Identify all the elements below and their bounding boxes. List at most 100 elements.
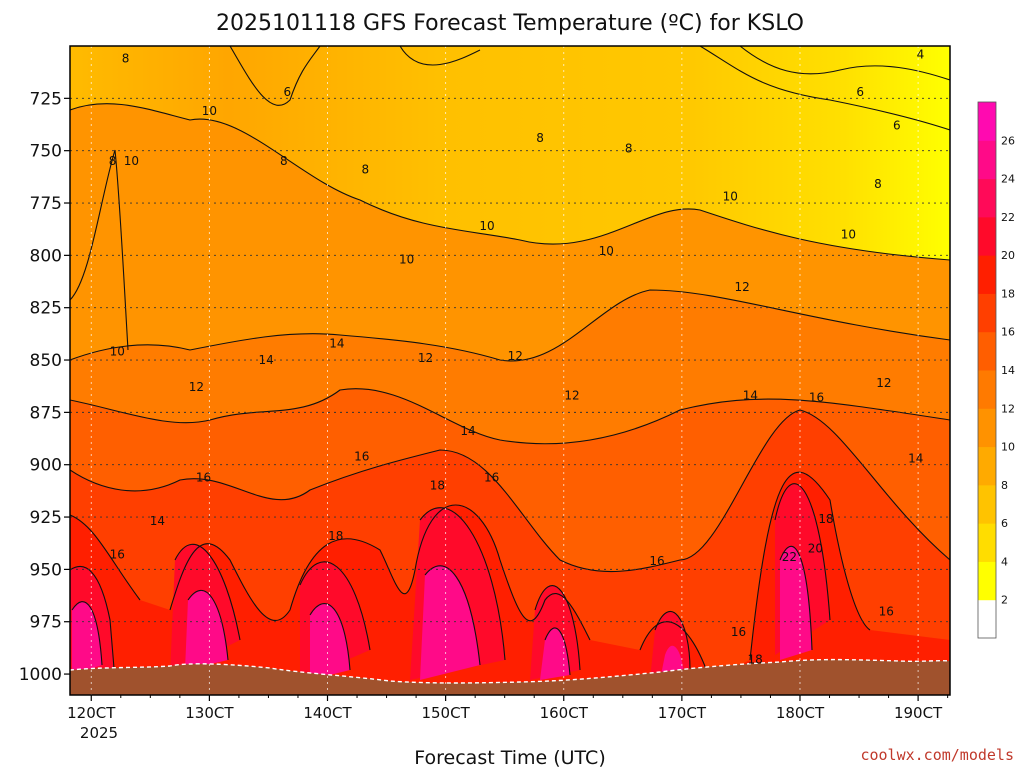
colorbar-swatch	[978, 216, 996, 256]
contour-line	[70, 103, 950, 261]
contour-line	[229, 46, 950, 131]
contour-labels: 8 6 4 6 6 8 8 8 8 8 8 10 10 10 10 10 10 10 12 10 12 14 14 12 12 1…	[109, 47, 925, 666]
y-tick-label: 975	[30, 613, 62, 633]
y-tick-label: 825	[30, 299, 62, 319]
x-axis-label: Forecast Time (UTC)	[414, 747, 605, 768]
x-tick-label: 170CT	[658, 704, 707, 722]
contour-label: 16	[649, 554, 664, 568]
x-axis: 120CT 130CT 140CT 150CT 160CT 170CT 180CT 190CT	[67, 695, 949, 722]
contour-label: 10	[599, 244, 614, 258]
colorbar-tick-label: 8	[1001, 479, 1008, 492]
contour-label: 16	[879, 604, 894, 618]
colorbar-swatch	[978, 561, 996, 601]
contour-label: 12	[734, 280, 749, 294]
contour-label: 8	[122, 52, 130, 66]
contour-label: 8	[361, 163, 369, 177]
contour-label: 6	[284, 85, 292, 99]
y-tick-label: 850	[30, 351, 62, 371]
colorbar-swatch	[978, 293, 996, 333]
colorbar-swatch	[978, 140, 996, 180]
colorbar-swatch	[978, 523, 996, 562]
colorbar-tick-label: 6	[1001, 517, 1008, 530]
contour-line	[70, 409, 950, 573]
colorbar-tick-label: 16	[1001, 326, 1015, 339]
colorbar-tick-label: 4	[1001, 555, 1008, 568]
contour-lines	[70, 46, 950, 681]
plot-area: 8 6 4 6 6 8 8 8 8 8 8 10 10 10 10 10 10 10 12 10 12 14 14 12 12 1…	[70, 46, 950, 695]
contour-label: 12	[189, 380, 204, 394]
chart-title: 2025101118 GFS Forecast Temperature (ºC)…	[216, 11, 804, 36]
contour-label: 6	[893, 119, 901, 133]
contour-label: 16	[731, 625, 746, 639]
contour-label: 16	[110, 548, 125, 562]
contour-label: 18	[328, 529, 343, 543]
colorbar-swatch	[978, 446, 996, 486]
y-tick-label: 875	[30, 403, 62, 423]
terrain-edge	[70, 658, 950, 684]
colorbar-swatch	[978, 370, 996, 409]
colorbar-swatch	[978, 331, 996, 371]
contour-label: 10	[202, 104, 217, 118]
x-tick-label: 190CT	[894, 704, 943, 722]
grid-vertical	[90, 46, 919, 695]
colorbar-tick-label: 14	[1001, 364, 1015, 377]
x-year-label: 2025	[80, 724, 118, 742]
contour-line	[71, 545, 813, 676]
x-tick-label: 130CT	[185, 704, 234, 722]
contour-label: 20	[808, 541, 823, 555]
contour-label: 8	[625, 142, 633, 156]
contour-label: 22	[782, 550, 797, 564]
colorbar-swatch	[978, 599, 996, 639]
y-tick-label: 1000	[19, 665, 62, 685]
colorbar-tick-label: 26	[1001, 134, 1015, 147]
contour-label: 16	[809, 391, 824, 405]
x-tick-label: 140CT	[303, 704, 352, 722]
terrain	[70, 659, 950, 695]
y-tick-label: 925	[30, 508, 62, 528]
plot-frame	[69, 45, 951, 696]
y-axis: 725 750 775 800 825 850 875 900 925 950 975 1000	[19, 89, 70, 685]
contour-label: 10	[479, 219, 494, 233]
contour-label: 14	[329, 336, 344, 350]
contour-label: 8	[280, 154, 288, 168]
contour-line	[70, 289, 950, 362]
y-tick-label: 900	[30, 456, 62, 476]
colorbar-tick-label: 24	[1001, 173, 1015, 186]
contour-label: 14	[743, 389, 758, 403]
colorbar-swatch	[978, 255, 996, 294]
band-18	[70, 472, 950, 695]
y-tick-label: 775	[30, 194, 62, 214]
y-tick-label: 800	[30, 246, 62, 266]
colorbar-tick-label: 10	[1001, 441, 1015, 454]
x-tick-label: 120CT	[67, 704, 116, 722]
colorbar-tick-label: 18	[1001, 287, 1015, 300]
contour-label: 12	[564, 389, 579, 403]
contour-label: 14	[150, 514, 165, 528]
colorbar-tick-label: 20	[1001, 249, 1015, 262]
colorbar-tick-label: 22	[1001, 211, 1015, 224]
contour-label: 8	[874, 177, 882, 191]
contour-label: 12	[418, 351, 433, 365]
colorbar-frame	[977, 101, 997, 639]
contour-label: 10	[124, 154, 139, 168]
contour-label: 16	[354, 449, 369, 463]
contour-label: 18	[747, 652, 762, 666]
y-tick-label: 750	[30, 142, 62, 162]
colorbar-swatch	[978, 408, 996, 448]
colorbar-swatch	[978, 102, 996, 141]
contour-label: 10	[110, 345, 125, 359]
contour-line	[70, 471, 871, 681]
contour-label: 16	[196, 470, 211, 484]
contour-label: 4	[917, 47, 925, 61]
contour-line	[70, 483, 831, 681]
contour-label: 8	[536, 131, 544, 145]
grid-horizontal	[70, 97, 950, 623]
contour-label: 10	[723, 190, 738, 204]
contour-label: 14	[908, 451, 923, 465]
contour-label: 14	[460, 424, 475, 438]
y-tick-label: 950	[30, 560, 62, 580]
contour-line	[70, 149, 129, 351]
contour-label: 12	[876, 376, 891, 390]
x-tick-label: 150CT	[421, 704, 470, 722]
